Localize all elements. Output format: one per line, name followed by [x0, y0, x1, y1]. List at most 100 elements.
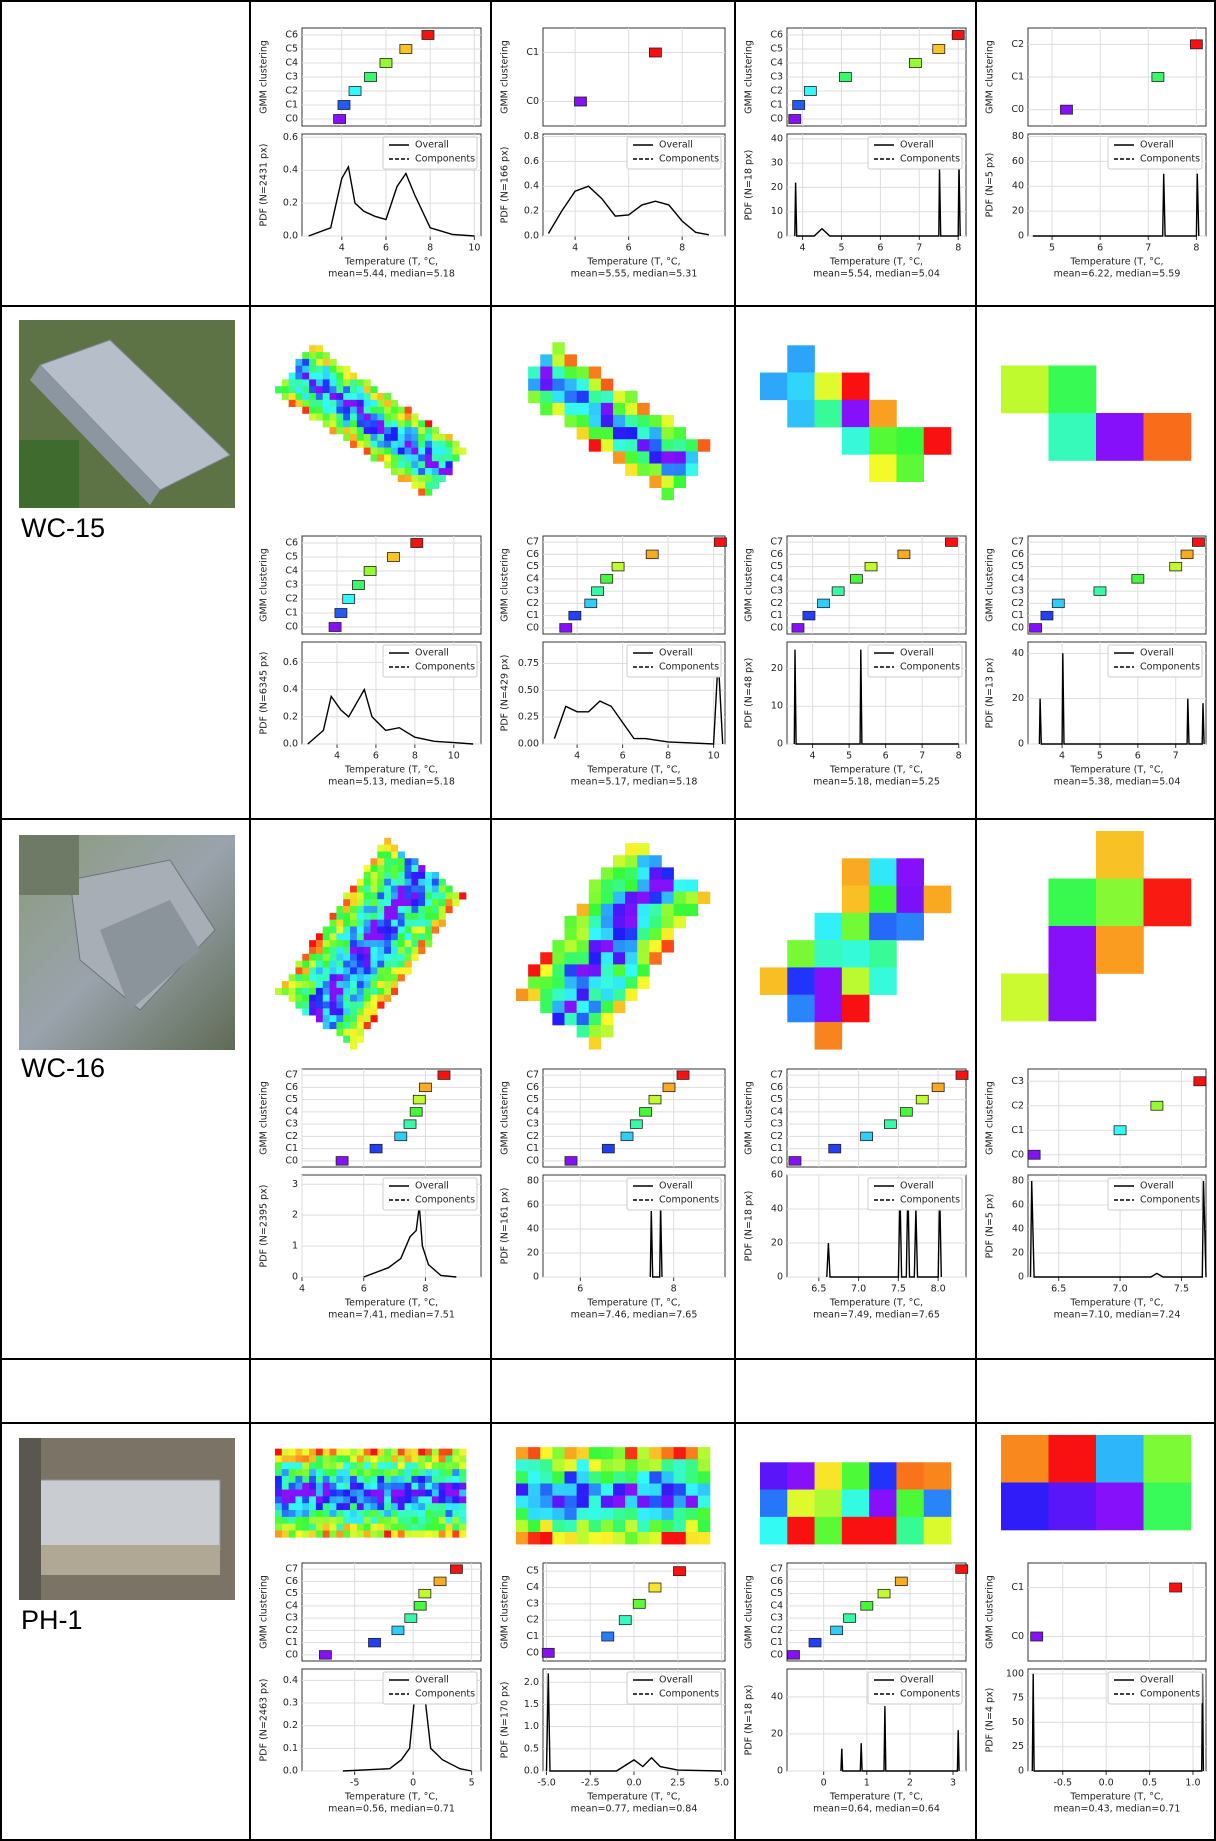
thermal-pixel: [288, 981, 296, 989]
thermal-pixel: [528, 988, 541, 1002]
thermal-pixel: [329, 1462, 337, 1470]
box: [335, 1156, 349, 1166]
thermal-pixel: [438, 1448, 446, 1456]
thermal-pixel: [528, 1507, 541, 1521]
thermal-pixel: [315, 406, 324, 414]
thermal-pixel: [336, 1001, 344, 1009]
box: [1027, 1149, 1041, 1160]
thermal-pixel: [397, 1530, 405, 1538]
thermal-pixel: [281, 1530, 289, 1538]
thermal-pixel: [438, 885, 446, 893]
y-tick-label: 0: [777, 1272, 783, 1283]
thermal-pixel: [302, 981, 310, 989]
thermal-pixel: [356, 892, 364, 900]
thermal-pixel: [649, 439, 662, 452]
thermal-pixel: [370, 858, 378, 866]
thermal-pixel: [673, 1471, 687, 1484]
thermal-pixel: [431, 1530, 440, 1538]
thermal-pixel: [445, 468, 453, 476]
thermal-pixel: [275, 1523, 283, 1531]
thermal-pixel: [552, 1532, 565, 1545]
thermal-pixel: [459, 1530, 467, 1538]
x-tick-label: 6.5: [1051, 1284, 1066, 1295]
thermal-pixel: [356, 1035, 364, 1043]
thermal-pixel: [397, 1469, 405, 1477]
thermal-pixel: [329, 358, 337, 367]
x-tick-label: 4: [810, 751, 816, 762]
box: [850, 574, 863, 584]
thermal-pixel: [377, 1001, 385, 1009]
thermal-pixel: [384, 440, 392, 448]
thermal-pixel: [625, 1532, 638, 1545]
thermal-pixel: [356, 1015, 364, 1023]
thermal-pixel: [613, 1495, 626, 1509]
thermal-pixel: [302, 953, 310, 961]
thermal-pixel: [377, 1510, 385, 1518]
thermal-pixel: [302, 1523, 310, 1531]
thermal-pixel: [787, 399, 815, 428]
thermal-pixel: [649, 903, 662, 917]
thermal-pixel: [350, 1475, 358, 1484]
thermal-pixel: [302, 967, 310, 975]
legend-label: Overall: [415, 1181, 449, 1192]
thermal-pixel: [315, 1469, 324, 1477]
thermal-pixel: [377, 420, 385, 428]
thermal-pixel: [613, 940, 626, 953]
thermal-pixel: [384, 926, 392, 934]
thermal-pixel: [528, 1471, 541, 1484]
thermal-pixel: [390, 946, 399, 955]
thermal-pixel: [356, 906, 364, 914]
thermal-pixel: [649, 891, 662, 905]
thermal-pixel: [343, 393, 351, 401]
legend-label: Overall: [900, 1181, 934, 1192]
thermal-pixel: [363, 940, 371, 948]
thermal-pixel: [613, 439, 626, 452]
pdf-curve: [1038, 653, 1205, 745]
x-tick-label: -2.5: [581, 1778, 600, 1789]
thermal-pixel: [1096, 878, 1144, 927]
thermal-pixel: [438, 892, 446, 900]
x-tick-label: 6: [883, 751, 889, 762]
thermal-pixel: [438, 1489, 446, 1497]
box-axes: [301, 1068, 482, 1168]
thermal-pixel: [516, 1507, 529, 1521]
thermal-pixel: [309, 1482, 317, 1490]
thermal-pixel: [302, 1489, 310, 1497]
thermal-pixel: [343, 953, 351, 961]
box: [1093, 586, 1107, 596]
y-tick-label: C0: [285, 114, 298, 125]
thermal-pixel: [384, 1510, 392, 1518]
thermal-pixel: [350, 372, 358, 380]
thermal-pixel: [343, 1469, 351, 1477]
thermal-pixel: [343, 1530, 351, 1538]
thermal-pixel: [425, 474, 433, 483]
thermal-pixel: [564, 1000, 577, 1014]
thermal-pixel: [516, 1519, 529, 1533]
thermal-pixel: [350, 933, 358, 941]
y-tick-label: C3: [285, 72, 298, 83]
thermal-pixel: [281, 1455, 289, 1463]
x-tick-label: 0.0: [1099, 1778, 1114, 1789]
thermal-pixel: [685, 451, 699, 464]
y-tick-label: C3: [770, 72, 783, 83]
thermal-pixel: [787, 940, 815, 968]
thermal-pixel: [288, 393, 296, 401]
thermal-pixel: [425, 878, 433, 886]
thermal-pixel: [384, 427, 392, 435]
thermal-pixel: [329, 940, 337, 948]
thermal-pixel: [576, 402, 590, 416]
thermal-pixel: [697, 891, 711, 905]
thermal-pixel: [329, 967, 337, 975]
thermal-pixel: [459, 1475, 467, 1484]
thermal-pixel: [363, 981, 371, 989]
thermal-pixel: [540, 1495, 553, 1509]
thermal-pixel: [384, 933, 392, 941]
thermal-pixel: [397, 1482, 405, 1490]
thermal-pixel: [350, 981, 358, 989]
axis-label: PDF (N=429 px): [500, 655, 511, 732]
thermal-pixel: [588, 879, 602, 892]
thermal-pixel: [384, 946, 392, 955]
thermal-pixel: [322, 358, 330, 367]
thermal-pixel: [397, 960, 405, 968]
thermal-pixel: [343, 365, 351, 373]
